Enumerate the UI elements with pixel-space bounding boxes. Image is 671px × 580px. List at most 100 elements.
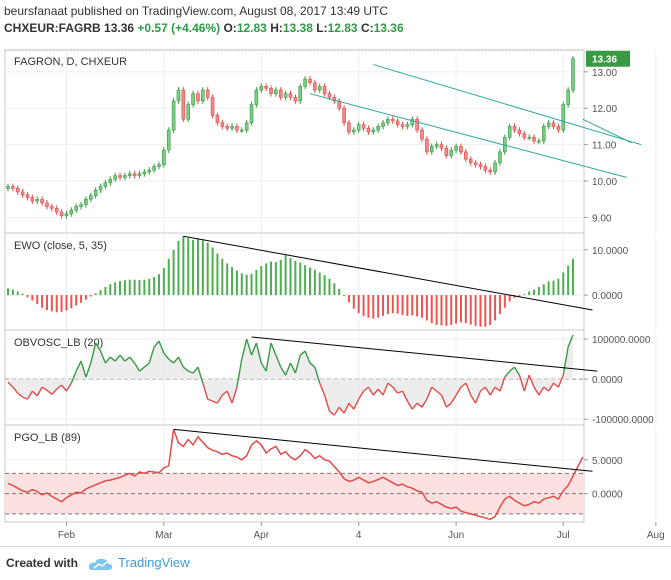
x-tick-label: Mar xyxy=(155,530,173,541)
candle-body xyxy=(449,149,454,156)
candle-body xyxy=(512,126,517,131)
obv-line-segment xyxy=(143,362,150,368)
high-label: H: xyxy=(270,21,283,35)
candle-body xyxy=(215,115,220,124)
candle-body xyxy=(395,120,400,125)
obv-line-segment xyxy=(51,388,58,395)
obv-line-segment xyxy=(280,366,287,376)
obv-line-segment xyxy=(465,382,472,396)
ewo-bar xyxy=(138,280,141,296)
obv-line-segment xyxy=(158,340,165,354)
candle-body xyxy=(186,104,191,120)
ewo-bar xyxy=(537,286,540,296)
candle-body xyxy=(507,126,512,138)
ewo-bar xyxy=(333,283,336,296)
obv-line-segment xyxy=(124,356,131,362)
ewo-bar xyxy=(552,280,555,296)
author-name[interactable]: beursfanaat xyxy=(4,4,68,18)
candle-body xyxy=(527,137,531,139)
ewo-bar xyxy=(489,295,492,325)
obv-line-segment xyxy=(567,334,574,348)
ewo-bar xyxy=(362,295,365,316)
ewo-bar xyxy=(94,293,97,296)
candle-body xyxy=(54,208,59,213)
candle-body xyxy=(420,129,424,140)
obv-line-segment xyxy=(528,374,535,388)
y-tick-label: 0.0000 xyxy=(592,375,623,386)
y-tick-label: 12.00 xyxy=(592,104,617,115)
publish-info: published on TradingView.com, August 08,… xyxy=(70,4,389,18)
tradingview-brand[interactable]: TradingView xyxy=(118,555,190,570)
candle-body xyxy=(69,209,74,215)
candle-body xyxy=(415,118,419,131)
obv-line-segment xyxy=(431,386,438,392)
pgo-trend-line xyxy=(173,428,593,472)
candle-body xyxy=(45,202,49,207)
ewo-bar xyxy=(265,263,268,296)
candle-body xyxy=(254,89,259,105)
obv-line-segment xyxy=(543,386,550,392)
x-tick-label: Apr xyxy=(253,530,269,541)
candle-body xyxy=(571,58,575,91)
open-label: O: xyxy=(223,21,237,35)
obv-line-segment xyxy=(518,374,525,392)
candle-body xyxy=(244,122,249,131)
candle-body xyxy=(118,175,122,178)
ewo-bar xyxy=(26,295,29,298)
obv-line-segment xyxy=(153,340,160,348)
obv-line-segment xyxy=(377,388,384,396)
ewo-bar xyxy=(289,257,292,296)
obv-line-segment xyxy=(177,356,184,368)
candle-body xyxy=(332,97,337,102)
obv-line-segment xyxy=(41,386,48,391)
ewo-bar xyxy=(430,295,433,324)
ewo-bar xyxy=(70,295,73,309)
obv-line-segment xyxy=(353,398,360,410)
price-change: +0.57 (+4.46%) xyxy=(137,21,221,35)
ewo-bar xyxy=(104,286,107,296)
ewo-bar xyxy=(308,267,311,296)
candle-body xyxy=(522,133,527,138)
obv-line-segment xyxy=(260,362,267,372)
obv-line-segment xyxy=(455,386,462,396)
x-tick-label: Jul xyxy=(557,530,570,541)
ewo-bar xyxy=(572,258,574,296)
ewo-bar xyxy=(367,295,370,318)
ewo-bar xyxy=(464,295,467,324)
obv-line-segment xyxy=(474,390,482,404)
publish-line: beursfanaat published on TradingView.com… xyxy=(4,4,388,18)
ewo-bar xyxy=(123,280,126,296)
obv-line-segment xyxy=(548,382,555,392)
candle-body xyxy=(400,124,405,127)
candle-body xyxy=(249,104,254,124)
ewo-bar xyxy=(89,295,92,297)
candle-body xyxy=(352,129,356,133)
candle-body xyxy=(108,178,113,184)
candle-body xyxy=(342,107,346,124)
obv-line-segment xyxy=(80,360,87,378)
ewo-bar xyxy=(128,279,131,296)
channel-line xyxy=(309,93,627,178)
high-value: 13.38 xyxy=(282,21,313,35)
candle-body xyxy=(89,195,93,200)
obv-line-segment xyxy=(56,384,63,390)
ewo-bar xyxy=(382,295,385,316)
obv-line-segment xyxy=(163,352,170,360)
obv-line-segment xyxy=(250,342,258,356)
symbol-label: CHXEUR:FAGRB xyxy=(4,21,101,35)
y-tick-label: 13.00 xyxy=(592,68,617,79)
candle-body xyxy=(376,126,380,131)
candle-body xyxy=(79,204,83,207)
obv-line-segment xyxy=(90,342,97,364)
ewo-bar xyxy=(7,288,9,296)
candle-body xyxy=(439,144,444,149)
candle-body xyxy=(371,129,376,133)
obv-line-segment xyxy=(484,386,491,396)
obv-line-segment xyxy=(513,366,521,376)
ewo-bar xyxy=(416,295,419,317)
candle-body xyxy=(25,194,30,198)
obv-line-segment xyxy=(338,406,345,414)
obv-line-segment xyxy=(236,358,243,388)
candle-body xyxy=(166,129,171,151)
ewo-bar xyxy=(299,262,302,296)
